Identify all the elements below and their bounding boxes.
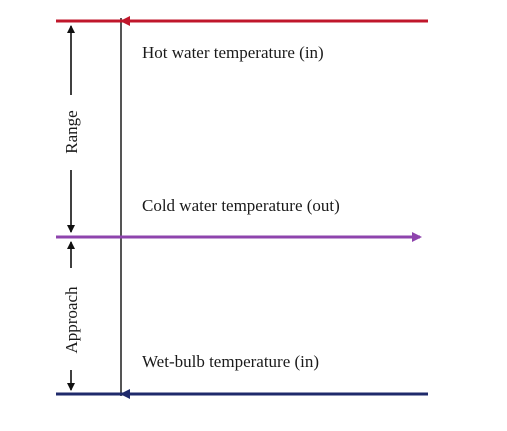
wet-bulb-label: Wet-bulb temperature (in) [142, 352, 319, 371]
approach-label: Approach [62, 286, 81, 354]
hot-water-label: Hot water temperature (in) [142, 43, 324, 62]
range-label: Range [62, 110, 81, 153]
cold-water-label: Cold water temperature (out) [142, 196, 340, 215]
